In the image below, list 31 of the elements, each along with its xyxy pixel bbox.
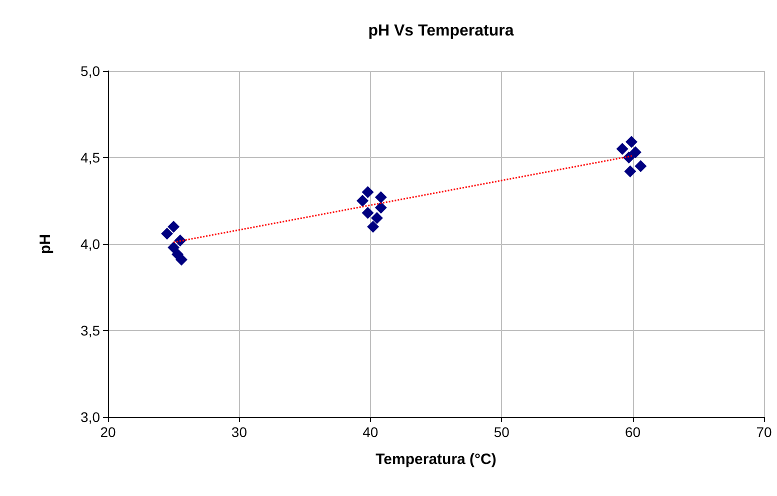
point	[370, 212, 383, 224]
y-tick-label: 3,0	[80, 409, 100, 425]
x-tick-label: 60	[625, 424, 641, 440]
y-tick-label: 5,0	[80, 63, 100, 79]
x-tick-label: 40	[362, 424, 378, 440]
point	[174, 234, 186, 247]
x-tick-label: 70	[756, 424, 772, 440]
chart-title: pH Vs Temperatura	[368, 22, 514, 40]
point	[625, 136, 638, 148]
point	[624, 165, 636, 178]
point	[356, 194, 369, 207]
point	[374, 202, 387, 214]
point	[616, 142, 628, 155]
point	[362, 186, 374, 198]
y-tick-label: 4,5	[80, 150, 100, 166]
y-tick-label: 3,5	[80, 322, 100, 338]
point	[161, 228, 174, 240]
point	[629, 146, 642, 158]
y-tick-label: 4,0	[80, 236, 100, 252]
point	[168, 220, 180, 233]
x-tick-label: 30	[231, 424, 248, 440]
point	[367, 220, 380, 233]
x-axis-title: Temperatura (°C)	[376, 451, 496, 468]
point	[634, 160, 647, 172]
point	[622, 152, 635, 164]
x-tick-label: 20	[100, 424, 116, 440]
point	[175, 254, 188, 266]
y-axis-title: pH	[37, 234, 54, 254]
point	[374, 191, 387, 204]
x-tick-label: 50	[494, 424, 510, 440]
point	[362, 206, 374, 219]
